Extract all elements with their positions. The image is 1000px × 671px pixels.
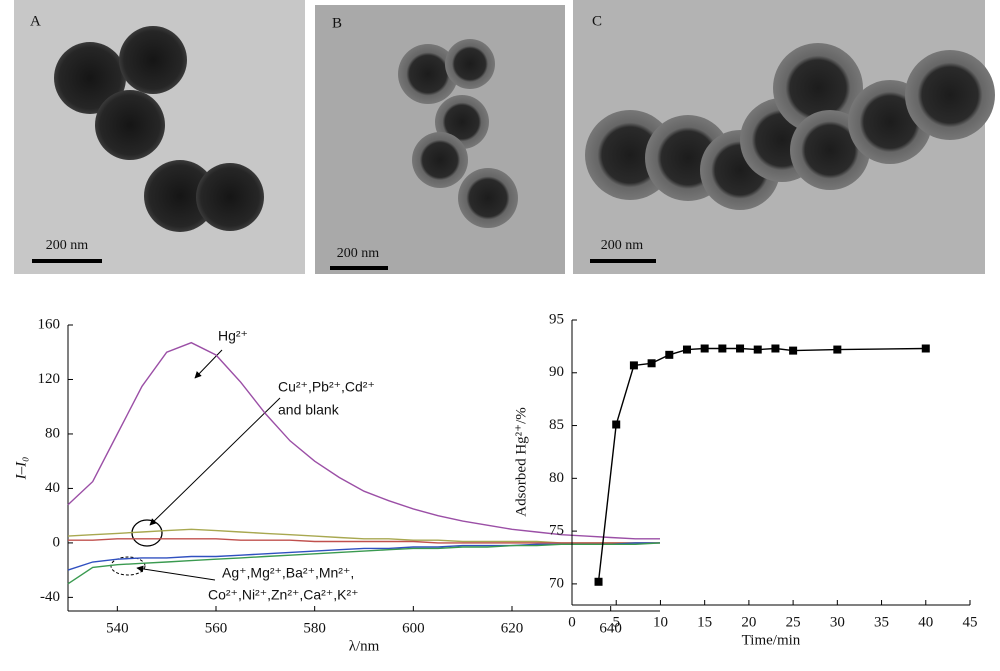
x-tick-label: 30 — [830, 614, 845, 630]
data-point — [771, 344, 780, 353]
data-point — [833, 345, 842, 354]
data-point — [647, 359, 656, 368]
data-point — [629, 361, 638, 370]
data-point — [753, 345, 762, 354]
panel-label: C — [592, 13, 602, 29]
series-line — [68, 538, 660, 544]
annotation: Ag⁺,Mg²⁺,Ba²⁺,Mn²⁺, — [222, 565, 354, 581]
y-tick-label: 160 — [38, 316, 61, 332]
panel-label: A — [30, 13, 41, 29]
scale-label: 200 nm — [46, 238, 89, 253]
series-line — [67, 542, 661, 585]
tem-image-a: A 200 nm — [14, 0, 305, 274]
x-tick-label: 540 — [106, 620, 129, 636]
data-point — [718, 344, 727, 353]
y-tick-label: 70 — [549, 575, 564, 591]
x-tick-label: 560 — [205, 620, 228, 636]
panel-label: B — [332, 15, 342, 31]
x-tick-label: 20 — [741, 614, 756, 630]
y-tick-label: 75 — [549, 523, 564, 539]
data-point — [736, 344, 745, 353]
annotation: Hg²⁺ — [218, 328, 248, 344]
y-tick-label: 0 — [53, 534, 61, 550]
x-tick-label: 40 — [918, 614, 933, 630]
x-tick-label: 35 — [874, 614, 889, 630]
annotation: Co²⁺,Ni²⁺,Zn²⁺,Ca²⁺,K²⁺ — [208, 587, 359, 603]
x-tick-label: 600 — [402, 620, 425, 636]
x-tick-label: 10 — [653, 614, 668, 630]
y-axis-label: I–I₀ — [13, 457, 29, 481]
x-tick-label: 25 — [786, 614, 801, 630]
data-point — [700, 344, 709, 353]
x-tick-label: 580 — [303, 620, 326, 636]
scale-label: 200 nm — [337, 246, 380, 261]
data-point — [789, 346, 798, 355]
y-tick-label: -40 — [40, 589, 60, 605]
x-tick-label: 0 — [568, 614, 576, 630]
annotation: Cu²⁺,Pb²⁺,Cd²⁺ — [278, 379, 375, 395]
y-tick-label: 120 — [38, 371, 61, 387]
y-axis-label: Adsorbed Hg²⁺/% — [513, 407, 529, 516]
series-line — [67, 542, 660, 571]
y-tick-label: 85 — [549, 417, 564, 433]
x-tick-label: 640 — [599, 620, 622, 636]
y-tick-label: 40 — [45, 480, 60, 496]
annotation: and blank — [278, 402, 340, 418]
x-axis-label: Time/min — [742, 632, 801, 648]
data-point — [682, 345, 691, 354]
scale-label: 200 nm — [601, 238, 644, 253]
tem-image-b: B 200 nm — [315, 5, 565, 274]
tem-image-c: C 200 nm — [573, 0, 995, 274]
x-axis-label: λ/nm — [349, 638, 380, 654]
x-tick-label: 45 — [963, 614, 978, 630]
y-tick-label: 80 — [549, 470, 564, 486]
y-tick-label: 95 — [549, 311, 564, 327]
x-tick-label: 620 — [501, 620, 524, 636]
data-point — [921, 344, 930, 353]
y-tick-label: 80 — [45, 425, 60, 441]
x-tick-label: 5 — [612, 614, 620, 630]
y-tick-label: 90 — [549, 364, 564, 380]
data-point — [612, 420, 621, 429]
series-line — [597, 347, 926, 582]
data-point — [665, 350, 674, 359]
data-point — [594, 577, 603, 586]
x-tick-label: 15 — [697, 614, 712, 630]
series-line — [67, 341, 660, 540]
